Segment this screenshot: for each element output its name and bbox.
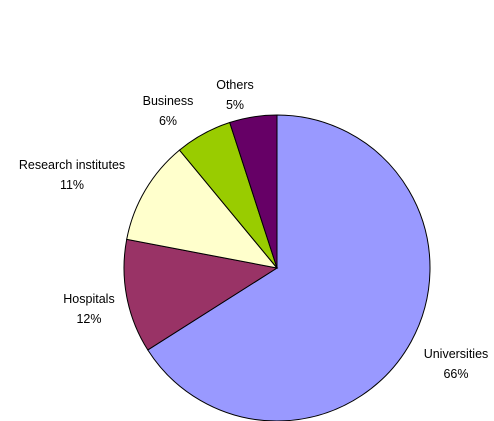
pie-labels: Universities 66% Hospitals 12% Research inst… (19, 78, 488, 381)
slice-value-universities: 66% (443, 367, 468, 381)
slice-value-hospitals: 12% (76, 312, 101, 326)
slice-value-others: 5% (226, 98, 244, 112)
pie-slice-hospitals (123, 238, 279, 351)
slice-label-research-institutes: Research institutes (19, 158, 125, 172)
pie-slice-universities (147, 114, 431, 421)
pie-slice-others (229, 114, 278, 269)
pie-slices (123, 114, 431, 421)
slice-value-research-institutes: 11% (60, 178, 84, 192)
slice-label-universities: Universities (424, 347, 489, 361)
slice-label-hospitals: Hospitals (63, 292, 114, 306)
slice-value-business: 6% (159, 114, 177, 128)
slice-label-business: Business (143, 94, 194, 108)
pie-slice-research-institutes (126, 149, 279, 269)
slice-label-others: Others (216, 78, 254, 92)
